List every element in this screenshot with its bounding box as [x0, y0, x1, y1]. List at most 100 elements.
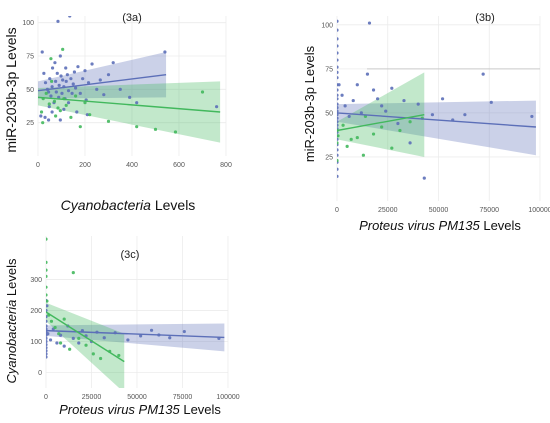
y-axis-label-italic: Cyanobacteria — [4, 300, 19, 384]
data-point-green — [341, 123, 345, 127]
data-point-green — [371, 132, 376, 136]
data-point-blue — [337, 113, 339, 117]
y-tick-label: 25 — [26, 120, 34, 127]
data-point-blue — [463, 113, 467, 117]
data-point-green — [349, 137, 353, 141]
data-point-blue — [85, 113, 89, 117]
y-tick-label: 200 — [30, 308, 42, 315]
data-point-blue — [54, 79, 58, 83]
data-point-blue — [64, 66, 68, 70]
data-point-blue — [351, 98, 355, 103]
data-point-green — [390, 146, 394, 150]
data-point-blue — [343, 104, 347, 108]
y-tick-label: 75 — [325, 66, 333, 73]
data-point-blue — [50, 110, 54, 114]
data-point-blue — [355, 83, 359, 87]
data-point-blue — [50, 66, 55, 70]
x-tick-label: 800 — [220, 162, 232, 169]
data-point-blue — [149, 328, 154, 332]
data-point-blue — [50, 85, 54, 89]
data-point-blue — [75, 110, 79, 114]
x-tick-label: 25000 — [378, 207, 398, 214]
data-point-green — [337, 158, 339, 163]
data-point-green — [74, 94, 78, 98]
data-point-green — [173, 130, 178, 134]
data-point-blue — [337, 106, 339, 110]
data-point-blue — [43, 81, 48, 85]
data-point-blue — [337, 44, 339, 48]
data-point-blue — [49, 94, 53, 98]
data-point-green — [52, 99, 57, 103]
data-point-green — [84, 343, 88, 347]
data-point-blue — [337, 137, 339, 141]
data-point-blue — [359, 111, 363, 115]
data-point-blue — [337, 51, 339, 55]
data-point-blue — [126, 338, 130, 342]
data-point-blue — [365, 72, 370, 76]
data-point-blue — [46, 336, 48, 340]
data-point-blue — [182, 329, 186, 334]
data-point-blue — [135, 101, 139, 105]
panel-label: (3a) — [122, 12, 142, 24]
confidence-band-blue — [46, 323, 225, 352]
data-point-blue — [340, 93, 344, 97]
data-point-green — [361, 153, 365, 157]
data-point-blue — [46, 332, 50, 336]
data-point-green — [46, 237, 48, 241]
data-point-blue — [337, 116, 339, 120]
x-tick-label: 0 — [335, 207, 339, 214]
y-axis-label: miR-203b-3p Levels — [3, 27, 19, 152]
data-point-blue — [46, 118, 51, 122]
y-tick-label: 50 — [325, 110, 333, 117]
data-point-blue — [402, 98, 406, 103]
x-axis-label-suffix: Levels — [180, 402, 222, 417]
data-point-green — [46, 299, 49, 303]
data-point-green — [355, 135, 359, 140]
data-point-blue — [380, 104, 384, 108]
data-point-blue — [64, 79, 68, 83]
data-point-green — [200, 90, 205, 94]
data-point-blue — [489, 100, 493, 104]
data-point-blue — [56, 19, 60, 23]
data-point-blue — [46, 339, 48, 344]
trend-line-green — [38, 96, 221, 113]
data-point-blue — [337, 76, 339, 80]
data-point-blue — [61, 78, 65, 82]
x-tick-label: 75000 — [173, 394, 193, 401]
confidence-band-green — [337, 72, 425, 157]
data-point-blue — [481, 72, 485, 76]
data-point-blue — [337, 148, 339, 152]
data-point-blue — [72, 70, 77, 74]
data-point-blue — [337, 167, 339, 171]
data-point-green — [69, 115, 73, 119]
data-point-green — [380, 125, 384, 129]
data-point-green — [54, 114, 58, 118]
y-tick-label: 50 — [26, 87, 34, 94]
data-point-blue — [48, 338, 53, 342]
data-point-blue — [347, 114, 351, 119]
data-point-green — [71, 271, 75, 275]
data-point-blue — [53, 61, 57, 65]
x-tick-label: 100000 — [216, 394, 239, 401]
data-point-blue — [55, 71, 59, 75]
data-point-blue — [530, 114, 534, 119]
data-point-blue — [57, 83, 61, 87]
data-point-green — [49, 319, 54, 323]
data-point-blue — [128, 95, 132, 99]
data-point-green — [62, 317, 66, 321]
data-point-green — [398, 128, 402, 133]
y-tick-label: 75 — [26, 54, 34, 61]
data-point-blue — [337, 83, 341, 87]
data-point-blue — [58, 54, 62, 58]
trend-line-blue — [337, 112, 536, 128]
trend-line-green — [337, 113, 425, 132]
data-point-blue — [371, 88, 376, 92]
data-point-blue — [54, 90, 58, 94]
data-point-blue — [68, 16, 72, 18]
data-point-blue — [71, 336, 75, 340]
confidence-band-green — [38, 81, 221, 143]
data-point-blue — [62, 107, 66, 111]
x-tick-label: 0 — [36, 162, 40, 169]
data-point-blue — [47, 105, 51, 109]
data-point-green — [46, 285, 48, 289]
